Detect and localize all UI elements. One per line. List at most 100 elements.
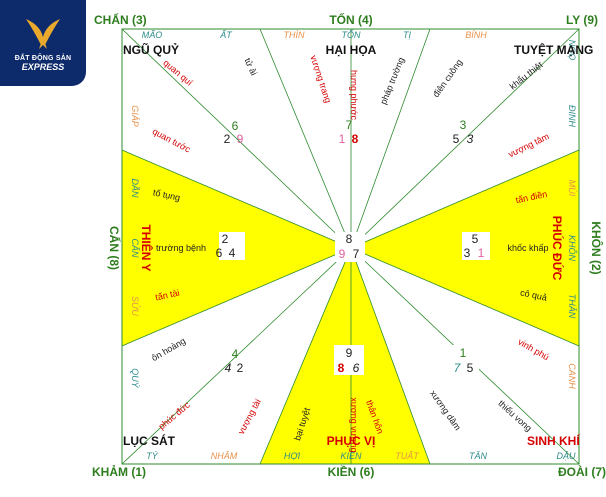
- star-xuong-vuong: xương vượng: [349, 397, 359, 452]
- star-hung-phuoc: hưng phước: [349, 70, 359, 120]
- mountain-binh: BÍNH: [465, 30, 487, 40]
- period-star-e: 5: [472, 232, 479, 246]
- number-box-se: [451, 345, 479, 375]
- trigram-can: CẤN (8): [107, 226, 122, 270]
- water-star-sw: 2: [237, 361, 244, 375]
- radial-line: [259, 28, 352, 249]
- water-star-w: 4: [229, 246, 236, 260]
- mountain-hoi: HỢI: [284, 451, 301, 461]
- sector-tuyet-mang: TUYỆT MẠNG: [514, 42, 593, 57]
- star-phuc-duc: phúc đức: [156, 399, 192, 431]
- star-dien-cuong: điên cuồng: [431, 57, 464, 99]
- mountain-ty: TÝ: [146, 451, 158, 461]
- swallow-logo-icon: [26, 18, 60, 49]
- period-star-w: 2: [222, 232, 229, 246]
- mountain-canh: CANH: [567, 363, 577, 389]
- mountain-ngo: NGỌ: [567, 40, 577, 61]
- mountain-giap: GIÁP: [130, 105, 140, 127]
- trigram-khon: KHÔN (2): [589, 221, 604, 274]
- star-vuong-trang: vượng trang: [308, 54, 333, 104]
- radial-line: [259, 247, 352, 465]
- water-star-e: 1: [478, 246, 485, 260]
- brand-logo: ĐẤT ĐỘNG SẢN EXPRESS: [0, 0, 86, 86]
- mountain-mui: MÙI: [567, 180, 577, 197]
- water-star-center: 7: [353, 247, 360, 261]
- radial-line: [350, 247, 580, 347]
- radial-line: [350, 28, 580, 249]
- number-box-s: [334, 345, 364, 375]
- sector-phuc-duc: PHÚC ĐỨC: [550, 216, 565, 281]
- period-star-n: 7: [346, 118, 353, 132]
- mountain-thin: THÌN: [284, 30, 305, 40]
- number-box-e: [462, 232, 490, 260]
- number-box-center: [335, 232, 365, 262]
- radial-line: [121, 149, 352, 249]
- mountain-ton: TỐN: [342, 29, 361, 40]
- sector-luc-sat: LỤC SÁT: [123, 433, 176, 448]
- mountain-nham: NHÂM: [211, 451, 238, 461]
- period-star-center: 8: [346, 232, 353, 246]
- mountain-kien: KIỀN: [340, 451, 362, 461]
- star-quan-tuoc: quan tước: [151, 126, 193, 155]
- star-khoc-khap: khốc khấp: [507, 243, 548, 253]
- number-box-w: [219, 232, 245, 260]
- sector-sinh-khi: SINH KHÍ: [527, 433, 580, 448]
- mountain-tan: TÂN: [469, 451, 488, 461]
- mountain-at: ẤT: [219, 29, 233, 40]
- mountain-than: THÂN: [567, 294, 577, 319]
- mountain-tuat: TUẤT: [395, 450, 420, 461]
- mountain-khon: KHÔN: [567, 235, 577, 262]
- radial-line: [121, 28, 352, 249]
- radial-line: [121, 247, 352, 347]
- water-star-se: 5: [467, 361, 474, 375]
- water-star-s: 6: [353, 361, 360, 375]
- mountain-star-nw: 2: [224, 132, 231, 146]
- period-star-s: 9: [346, 346, 353, 360]
- sector-ngu-quy: NGŨ QUỶ: [123, 42, 179, 57]
- trigram-kien: KIỀN (6): [328, 464, 375, 479]
- trigram-ly: LY (9): [566, 13, 598, 27]
- star-quan-qui: quan quí: [161, 58, 195, 89]
- period-star-se: 1: [460, 346, 467, 360]
- mountain-mao: MÃO: [142, 30, 163, 40]
- mountain-dinh: ĐINH: [567, 105, 577, 127]
- sector-phuc-vi: PHỤC VỊ: [327, 434, 376, 448]
- star-vinh-phu: vinh phú: [516, 337, 550, 363]
- star-vuong-tai: vượng tài: [236, 397, 263, 436]
- mountain-ti: TỊ: [403, 30, 411, 40]
- mountain-star-sw: 4: [225, 361, 232, 375]
- mountain-star-e: 3: [464, 246, 471, 260]
- star-truong-benh: trường bệnh: [156, 243, 206, 253]
- star-vuong-tam: vượng tâm: [507, 131, 551, 159]
- sector-thien-y: THIÊN Y: [139, 224, 154, 271]
- mountain-star-ne: 5: [453, 132, 460, 146]
- star-phap-truong: pháp trường: [378, 56, 406, 106]
- brand-name-top: ĐẤT ĐỘNG SẢN: [14, 54, 72, 62]
- mountain-dau: DẬU: [556, 451, 576, 461]
- radial-line: [350, 149, 580, 249]
- mountain-star-s: 8: [338, 361, 345, 375]
- mountain-star-center: 9: [339, 247, 346, 261]
- outer-frame: [121, 28, 580, 465]
- radial-line: [121, 247, 352, 465]
- radial-line: [350, 247, 431, 465]
- trigram-chan: CHẤN (3): [94, 12, 147, 27]
- mountain-can: CẤN: [130, 238, 141, 258]
- star-xuong-dam: xương dâm: [428, 388, 463, 432]
- star-tan-tai: tấn tài: [154, 288, 180, 303]
- sector-hai-hoa: HẠI HỌA: [326, 43, 377, 57]
- mountain-quy: QUÝ: [130, 368, 140, 389]
- period-star-sw: 4: [232, 347, 239, 361]
- star-khau-thiet: khẩu thiệt: [508, 59, 545, 91]
- mountain-dan: DẦN: [130, 178, 140, 198]
- star-tu-ai: tử ải: [242, 56, 259, 77]
- trigram-ton: TỐN (4): [329, 12, 372, 27]
- mountain-suu: SỬU: [130, 296, 141, 316]
- mountain-star-n: 1: [339, 132, 346, 146]
- water-star-n: 8: [352, 132, 359, 146]
- trigram-doai: ĐOÀI (7): [558, 464, 606, 479]
- brand-name-bottom: EXPRESS: [21, 61, 65, 72]
- radial-line: [350, 28, 431, 249]
- period-star-ne: 3: [460, 118, 467, 132]
